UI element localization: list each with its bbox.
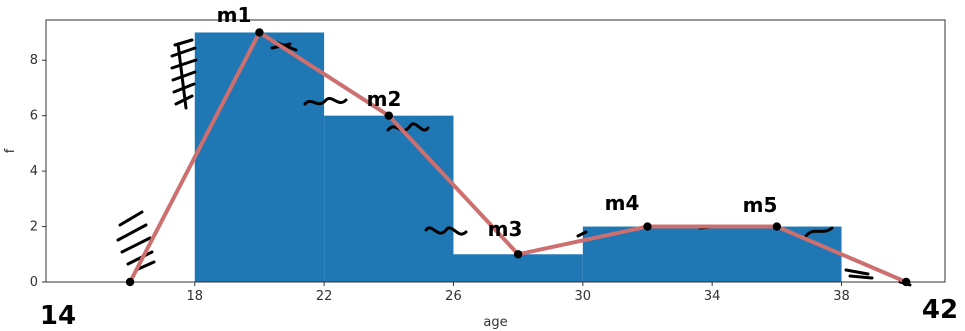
polygon-point — [643, 222, 652, 231]
x-tick-label: 30 — [575, 289, 592, 304]
x-tick-label: 18 — [186, 289, 203, 304]
polygon-point — [772, 222, 782, 231]
handwritten-scribble — [424, 226, 468, 236]
polygon-point — [255, 28, 264, 37]
histogram-bar — [453, 254, 583, 282]
handwritten-annotation: 42 — [922, 295, 958, 325]
y-tick-label: 4 — [30, 164, 38, 179]
polygon-layer — [125, 28, 911, 287]
handwritten-annotation: m1 — [217, 3, 252, 27]
polygon-point — [901, 277, 911, 287]
handwritten-scribble — [116, 210, 156, 272]
y-tick-label: 8 — [30, 53, 38, 68]
x-tick-label: 26 — [445, 289, 462, 304]
polygon-point — [384, 111, 393, 120]
handwritten-annotation: 14 — [40, 301, 76, 331]
handwritten-scribble — [844, 268, 874, 280]
bars-layer — [194, 32, 842, 283]
y-axis-label: f — [3, 148, 18, 153]
histogram-bar — [324, 115, 454, 283]
y-tick-label: 0 — [30, 275, 38, 290]
polygon-point — [513, 250, 523, 259]
handwritten-annotation: m2 — [367, 87, 402, 111]
handwritten-annotation: m4 — [605, 191, 640, 215]
x-tick-label: 34 — [704, 289, 721, 304]
plot-frame — [45, 19, 946, 283]
handwritten-scribble — [804, 226, 834, 238]
y-tick-label: 2 — [30, 220, 38, 235]
handwritten-scribble — [303, 97, 348, 106]
y-tick-label: 6 — [30, 109, 38, 124]
annotation-layer: m1 m2 m3 m4 m5 14 42 — [40, 3, 958, 331]
histogram-bar — [194, 32, 325, 282]
histogram-bar — [582, 226, 842, 282]
x-tick-label: 38 — [833, 289, 850, 304]
axes-layer: 18 22 26 30 34 38 0 2 4 6 8 age f — [3, 19, 946, 330]
polygon-point — [125, 277, 135, 287]
handwritten-annotation: m3 — [488, 217, 523, 241]
handwritten-scribble — [576, 230, 588, 238]
x-tick-label: 22 — [316, 289, 333, 304]
handwritten-scribble — [170, 38, 198, 110]
handwritten-scribble — [386, 122, 430, 132]
x-axis-label: age — [483, 315, 507, 330]
handwritten-annotation: m5 — [743, 193, 778, 217]
